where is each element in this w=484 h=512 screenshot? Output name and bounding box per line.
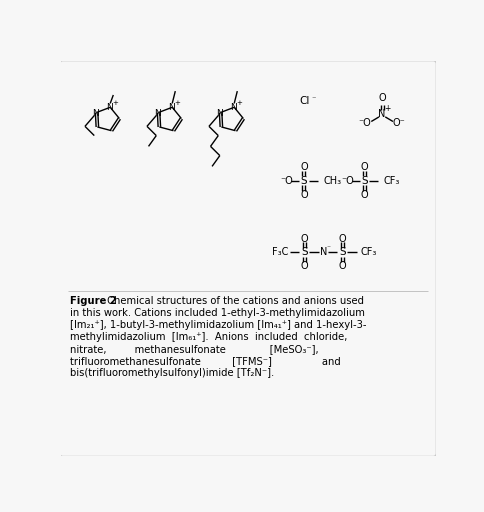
Text: N: N [91,109,98,118]
Text: Figure 2: Figure 2 [70,296,117,306]
Text: in this work. Cations included 1-ethyl-3-methylimidazolium: in this work. Cations included 1-ethyl-3… [70,308,364,318]
Text: N: N [154,109,160,118]
FancyBboxPatch shape [60,60,437,457]
Text: O: O [301,233,308,244]
Text: methylimidazolium  [Im₆₁⁺].  Anions  included  chloride,: methylimidazolium [Im₆₁⁺]. Anions includ… [70,332,347,342]
Text: O: O [339,261,347,271]
Text: ⁻O: ⁻O [341,176,354,186]
Text: N: N [378,109,386,119]
Text: [Im₂₁⁺], 1-butyl-3-methylimidazolium [Im₄₁⁺] and 1-hexyl-3-: [Im₂₁⁺], 1-butyl-3-methylimidazolium [Im… [70,320,366,330]
Text: O⁻: O⁻ [393,118,406,128]
Text: trifluoromethanesulfonate          [TFMS⁻]                and: trifluoromethanesulfonate [TFMS⁻] and [70,356,341,366]
Text: CF₃: CF₃ [384,176,400,186]
Text: Chemical structures of the cations and anions used: Chemical structures of the cations and a… [104,296,364,306]
Text: O: O [301,261,308,271]
Text: N: N [230,103,237,112]
Text: O: O [300,162,308,172]
Text: N: N [168,103,175,112]
Text: O: O [378,93,386,103]
Text: +: + [174,100,180,106]
Text: O: O [339,233,347,244]
Text: bis(trifluoromethylsulfonyl)imide [Tf₂N⁻].: bis(trifluoromethylsulfonyl)imide [Tf₂N⁻… [70,368,274,378]
Text: ⁻: ⁻ [312,94,316,103]
Text: S: S [361,176,368,186]
Text: N: N [106,103,113,112]
Text: +: + [112,100,118,106]
Text: +: + [384,104,391,113]
Text: +: + [236,100,242,106]
Text: ⁻O: ⁻O [280,176,293,186]
Text: S: S [301,176,307,186]
Text: N: N [216,109,223,118]
Text: S: S [302,247,308,258]
Text: ⁻: ⁻ [327,243,331,252]
Text: CH₃: CH₃ [323,176,341,186]
Text: CF₃: CF₃ [361,247,377,258]
Text: S: S [339,247,346,258]
Text: O: O [361,189,368,200]
Text: ⁻O: ⁻O [359,118,371,128]
Text: O: O [300,189,308,200]
Text: Cl: Cl [299,96,310,106]
Text: O: O [361,162,368,172]
Text: F₃C: F₃C [272,247,288,258]
Text: N: N [319,247,327,258]
Text: nitrate,         methanesulfonate              [MeSO₃⁻],: nitrate, methanesulfonate [MeSO₃⁻], [70,344,318,354]
